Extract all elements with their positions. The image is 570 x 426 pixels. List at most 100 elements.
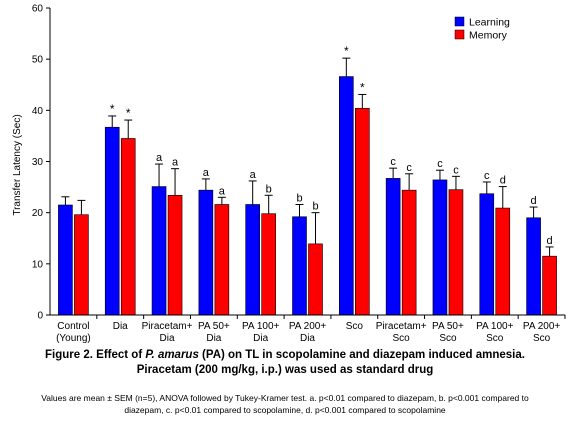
learning-bar [339, 76, 354, 316]
y-axis-label-group: Transfer Latency (Sec) [12, 114, 23, 215]
significance-label: d [531, 195, 537, 207]
x-tick-label-line: Sco [393, 333, 411, 344]
x-tick-label: Control (Young) [56, 321, 91, 344]
x-tick-label: PA 200+ Dia [289, 321, 327, 344]
learning-bar [292, 216, 307, 316]
x-tick-label: Piracetam+ Dia [142, 321, 193, 344]
x-tick-label: Sco [346, 321, 364, 332]
x-tick-label-line: Dia [300, 333, 315, 344]
x-tick-label: PA 50+ Sco [432, 321, 464, 344]
x-tick-label: Piracetam+ Sco [376, 321, 427, 344]
significance-label: c [406, 162, 412, 174]
learning-bar [432, 179, 448, 316]
learning-bar [151, 186, 167, 316]
memory-bar [120, 138, 136, 316]
bar-chart: Transfer Latency (Sec) 0 10 20 30 40 50 60 * * a… [12, 4, 566, 344]
y-tick-label: 10 [32, 259, 44, 270]
x-tick-label-line: PA 100+ [476, 321, 514, 332]
significance-label: c [390, 156, 396, 168]
significance-label: a [203, 167, 210, 179]
x-tick-label: PA 200+ Sco [523, 321, 561, 344]
figure-footnote: Values are mean ± SEM (n=5), ANOVA follo… [10, 392, 560, 416]
memory-bar [542, 255, 557, 316]
significance-label: * [360, 80, 365, 94]
y-axis-label: Transfer Latency (Sec) [12, 114, 23, 215]
x-tick-label-line: Sco [439, 333, 457, 344]
significance-label: d [500, 175, 506, 187]
memory-bar [308, 243, 323, 316]
significance-label: c [453, 164, 459, 176]
memory-bar [355, 107, 370, 316]
footnote-line-2: diazepam, c. p<0.01 compared to scopolam… [124, 405, 446, 415]
x-tick-label: PA 50+ Dia [198, 321, 230, 344]
y-axis-ticks: 0 10 20 30 40 50 60 [32, 4, 50, 322]
significance-label: a [250, 169, 257, 181]
learning-bar [245, 204, 260, 316]
axes [49, 8, 565, 316]
x-tick-label-line: Piracetam+ [376, 321, 427, 332]
learning-bar [526, 217, 541, 316]
x-tick-label-line: PA 50+ [198, 321, 230, 332]
significance-label: b [296, 192, 302, 204]
x-tick-label-line: Piracetam+ [142, 321, 193, 332]
x-tick-label: PA 100+ Dia [242, 321, 280, 344]
x-tick-label-line: PA 50+ [432, 321, 464, 332]
memory-bar [261, 213, 276, 316]
x-tick-label: PA 100+ Sco [476, 321, 514, 344]
learning-bar [104, 126, 120, 316]
x-tick-label-line: Sco [533, 333, 551, 344]
y-tick-label: 20 [32, 208, 44, 219]
memory-bar [495, 207, 511, 316]
learning-bar [479, 193, 495, 316]
x-tick-label-line: Dia [206, 333, 221, 344]
legend-swatch [454, 29, 465, 40]
significance-label: c [437, 158, 443, 170]
legend-label: Learning [469, 17, 510, 29]
footnote-line-1: Values are mean ± SEM (n=5), ANOVA follo… [41, 393, 529, 403]
significance-label: b [266, 183, 272, 195]
memory-bar [214, 204, 230, 316]
memory-bar [448, 189, 464, 316]
x-tick-label-line: Dia [160, 333, 175, 344]
x-tick-label-line: Sco [486, 333, 504, 344]
x-tick-label-line: PA 100+ [242, 321, 280, 332]
significance-label: a [172, 157, 179, 169]
significance-label: a [219, 185, 226, 197]
y-tick-label: 30 [32, 157, 44, 168]
memory-bar [401, 189, 417, 316]
y-tick-label: 0 [37, 311, 43, 322]
y-tick-label: 40 [32, 106, 44, 117]
legend-swatch [454, 16, 465, 27]
learning-bar [198, 189, 214, 316]
legend-label: Memory [469, 30, 508, 42]
x-tick-label-line: Sco [346, 321, 364, 332]
significance-label: * [110, 102, 115, 116]
significance-label: d [547, 235, 553, 247]
y-tick-label: 60 [32, 4, 44, 15]
x-tick-label-line: Control [57, 321, 89, 332]
caption-prefix: Figure 2. Effect of [45, 349, 146, 361]
significance-label: a [156, 152, 163, 164]
learning-bar [385, 178, 401, 316]
figure-caption: Figure 2. Effect of P. amarus (PA) on TL… [0, 348, 570, 378]
x-tick-label-line: (Young) [56, 333, 91, 344]
significance-label: * [344, 44, 349, 58]
x-tick-label-line: Dia [253, 333, 268, 344]
y-tick-label: 50 [32, 55, 44, 66]
learning-bar [58, 204, 73, 316]
x-tick-label-line: PA 200+ [289, 321, 327, 332]
caption-species: P. amarus [145, 349, 199, 361]
x-tick-label: Dia [113, 321, 128, 332]
memory-bar [167, 194, 183, 316]
caption-line-1: Figure 2. Effect of P. amarus (PA) on TL… [0, 348, 570, 363]
caption-suffix: (PA) on TL in scopolamine and diazepam i… [198, 349, 525, 361]
caption-line-2: Piracetam (200 mg/kg, i.p.) was used as … [136, 364, 434, 376]
x-tick-label-line: PA 200+ [523, 321, 561, 332]
memory-bar [74, 214, 89, 316]
x-tick-label-line: Dia [113, 321, 128, 332]
significance-label: c [484, 170, 490, 182]
significance-label: * [126, 106, 131, 120]
